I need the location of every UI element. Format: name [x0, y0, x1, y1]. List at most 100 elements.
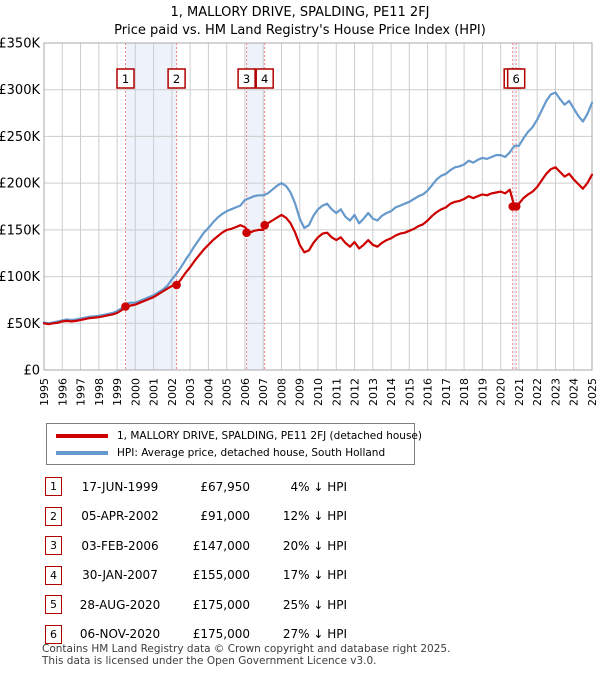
x-tick-label: 2024	[568, 378, 581, 406]
x-tick-label: 2005	[221, 378, 234, 406]
legend-label-hpi: HPI: Average price, detached house, Sout…	[117, 446, 386, 459]
x-tick-label: 2016	[422, 378, 435, 406]
y-tick-label: £150K	[0, 223, 40, 238]
sale-price: £147,000	[192, 538, 250, 553]
sale-date-lines	[125, 43, 517, 370]
ownership-period-bands	[125, 43, 517, 370]
x-tick-label: 2022	[531, 378, 544, 406]
x-tick-label: 2019	[476, 378, 489, 406]
license-footer: Contains HM Land Registry data © Crown c…	[42, 643, 451, 667]
sale-dot	[511, 202, 521, 211]
x-tick-label: 2006	[239, 378, 252, 406]
sale-price: £175,000	[192, 597, 250, 612]
x-tick-label: 2000	[129, 378, 142, 406]
sale-hpi-diff: 12% ↓ HPI	[282, 509, 347, 523]
sale-dot	[242, 228, 251, 237]
price-line-swatch	[56, 433, 108, 438]
x-tick-label: 2012	[349, 378, 362, 406]
sale-price: £155,000	[192, 568, 250, 582]
x-tick-label: 2023	[550, 378, 563, 406]
sale-dot	[260, 220, 270, 230]
x-tick-label: 2021	[513, 378, 526, 406]
x-tick-label: 1996	[56, 378, 69, 406]
footer-line-2: This data is licensed under the Open Gov…	[42, 654, 377, 667]
sale-marker-box	[506, 68, 526, 89]
x-tick-label: 2020	[495, 378, 508, 406]
hpi-line-swatch	[56, 450, 108, 455]
x-tick-label: 2008	[276, 378, 289, 406]
sale-number-badge: 1	[45, 477, 62, 496]
sale-number-badge: 3	[45, 536, 62, 555]
sale-number-badge: 6	[45, 624, 62, 644]
sale-price: £67,950	[200, 479, 250, 494]
x-axis-labels: 1995 1996 1997 1998 1999 2000 2001 2002 2003 2004…	[38, 378, 599, 406]
x-tick-label: 2007	[257, 378, 270, 406]
table-row: 3 03-FEB-2006 £147,000 20% ↓ HPI	[45, 536, 365, 555]
sale-hpi-diff: 20% ↓ HPI	[282, 538, 347, 553]
x-tick-label: 2010	[312, 378, 325, 406]
x-tick-label: 2025	[586, 378, 599, 406]
sale-marker-box	[116, 68, 135, 89]
x-tick-label: 2017	[440, 378, 453, 406]
sale-marker-box	[237, 68, 256, 89]
footer-line-1: Contains HM Land Registry data © Crown c…	[42, 643, 451, 655]
price-paid-line	[42, 166, 594, 326]
sale-marker-box	[167, 68, 186, 89]
table-row: 4 30-JAN-2007 £155,000 17% ↓ HPI	[45, 565, 365, 585]
sale-dot	[172, 280, 181, 290]
sale-price: £91,000	[200, 509, 250, 523]
sale-date: 05-APR-2002	[81, 509, 159, 523]
page-subtitle: Price paid vs. HM Land Registry's House …	[114, 23, 486, 38]
x-tick-label: 2002	[166, 378, 179, 406]
y-axis-labels: £0 £50K £100K £150K £200K £250K £300K £350K	[0, 37, 40, 379]
y-tick-label: £300K	[0, 83, 40, 98]
table-row: 1 17-JUN-1999 £67,950 4% ↓ HPI	[45, 477, 365, 496]
sale-date: 28-AUG-2020	[79, 597, 161, 612]
x-tick-label: 2014	[385, 378, 398, 406]
sale-marker-box	[255, 68, 274, 89]
sale-number-badge: 5	[45, 595, 62, 614]
table-row: 2 05-APR-2002 £91,000 12% ↓ HPI	[45, 506, 365, 526]
sale-hpi-diff: 27% ↓ HPI	[282, 627, 347, 641]
y-tick-label: £200K	[0, 177, 40, 192]
hpi-line	[42, 91, 594, 325]
sale-marker-boxes: 123456	[116, 68, 526, 89]
x-tick-label: 2011	[330, 378, 343, 406]
legend-item-hpi: HPI: Average price, detached house, Sout…	[47, 444, 414, 461]
sale-date: 30-JAN-2007	[82, 568, 158, 582]
y-tick-label: £350K	[0, 37, 40, 52]
y-tick-label: £250K	[0, 130, 40, 145]
y-tick-label: £100K	[0, 270, 40, 285]
sale-dot	[121, 302, 130, 311]
x-tick-label: 2013	[367, 378, 380, 406]
x-tick-label: 2003	[184, 378, 197, 406]
sale-marker-number: 6	[513, 72, 520, 86]
sale-hpi-diff: 17% ↓ HPI	[282, 568, 347, 582]
sale-marker-number: 1	[122, 72, 129, 86]
x-tick-label: 2004	[202, 378, 215, 406]
sales-table: 1 17-JUN-1999 £67,950 4% ↓ HPI 2 05-APR-…	[45, 477, 365, 654]
sale-price: £175,000	[192, 627, 250, 641]
x-tick-label: 2018	[458, 378, 471, 406]
sale-dots	[121, 202, 521, 311]
y-tick-label: £0	[23, 364, 40, 379]
sale-date: 17-JUN-1999	[81, 479, 159, 494]
table-row: 6 06-NOV-2020 £175,000 27% ↓ HPI	[45, 624, 365, 644]
sale-marker-number: 2	[173, 72, 180, 86]
legend-label-price-paid: 1, MALLORY DRIVE, SPALDING, PE11 2FJ (de…	[117, 429, 422, 442]
x-tick-label: 2015	[403, 378, 416, 406]
y-tick-label: £50K	[7, 317, 41, 332]
sale-date: 03-FEB-2006	[81, 538, 159, 553]
sale-number-badge: 4	[45, 565, 62, 585]
plot-border	[43, 42, 593, 371]
sale-marker-number: 4	[261, 72, 268, 86]
sale-date: 06-NOV-2020	[79, 627, 161, 641]
x-tick-label: 1997	[75, 378, 88, 406]
x-tick-label: 1999	[111, 378, 124, 406]
page-title: 1, MALLORY DRIVE, SPALDING, PE11 2FJ	[170, 5, 430, 20]
sale-hpi-diff: 4% ↓ HPI	[290, 479, 347, 494]
chart-legend: 1, MALLORY DRIVE, SPALDING, PE11 2FJ (de…	[46, 423, 422, 465]
x-tick-label: 2009	[294, 378, 307, 406]
x-tick-label: 1995	[38, 378, 51, 406]
